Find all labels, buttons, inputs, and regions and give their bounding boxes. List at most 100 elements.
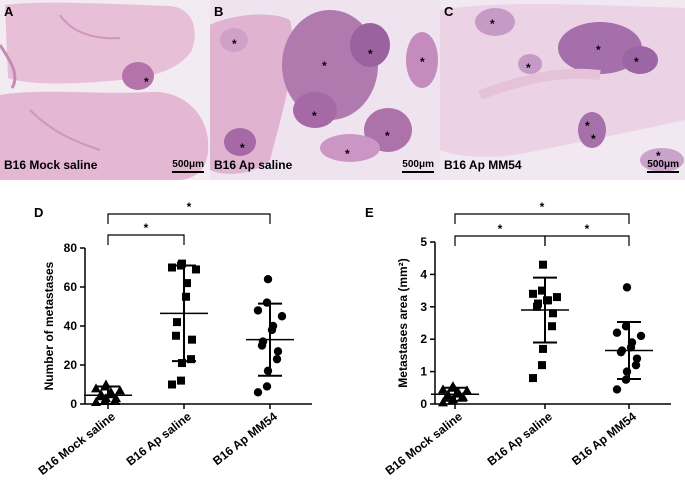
x-tick-label: B16 Ap MM54 — [569, 409, 639, 468]
data-point-square — [182, 292, 190, 301]
histology-panel-a: * A B16 Mock saline 500μm — [0, 0, 210, 180]
tumor-asterisk: * — [490, 17, 495, 31]
data-point-square — [539, 260, 547, 269]
panel-caption-a: B16 Mock saline — [4, 158, 98, 172]
significance-star: * — [540, 200, 545, 214]
data-point-square — [178, 259, 186, 268]
data-point-triangle — [448, 381, 458, 391]
tumor-asterisk: * — [345, 147, 350, 161]
data-point-square — [168, 380, 176, 389]
data-point-circle — [263, 275, 273, 284]
tumor-asterisk: * — [232, 37, 237, 51]
data-point-triangle — [438, 397, 448, 407]
data-point-square — [553, 293, 561, 302]
tumor-asterisk: * — [634, 55, 639, 69]
x-tick-label: B16 Mock saline — [383, 409, 465, 478]
scale-bar-b: 500μm — [402, 159, 434, 173]
tumor-asterisk: * — [368, 47, 373, 61]
data-point-circle — [612, 328, 622, 337]
y-tick-label: 0 — [70, 397, 77, 411]
data-point-triangle — [438, 384, 448, 394]
data-point-circle — [277, 312, 287, 321]
tumor-asterisk: * — [591, 132, 596, 146]
tumor-asterisk: * — [596, 43, 601, 57]
tumor-asterisk: * — [585, 119, 590, 133]
data-point-square — [544, 296, 552, 305]
y-tick-label: 20 — [64, 358, 78, 372]
y-tick-label: 80 — [64, 241, 78, 255]
data-point-triangle — [96, 389, 106, 399]
chart-e-svg: E 0 1 2 3 4 5 Metastases area (mm²) B16 Mock sal… — [365, 200, 671, 478]
data-point-circle — [253, 388, 263, 397]
data-point-square — [529, 289, 537, 298]
data-point-circle — [622, 283, 632, 292]
data-point-triangle — [458, 391, 468, 401]
data-point-square — [178, 359, 186, 368]
chart-letter: D — [34, 205, 43, 220]
panel-letter-a: A — [4, 4, 14, 19]
data-point-circle — [253, 306, 263, 315]
significance-bracket — [107, 234, 185, 245]
lung-tissue-image-c: * * * * * * * — [440, 0, 685, 180]
y-axis-label: Number of metastases — [42, 261, 56, 390]
x-tick-label: B16 Ap saline — [124, 409, 195, 468]
tumor-nodule — [220, 28, 248, 52]
scale-bar-line-c — [647, 171, 679, 173]
y-tick-label: 4 — [420, 267, 427, 281]
lung-tissue-image-a: * — [0, 0, 210, 180]
histology-panel-b: * * * * * * * * B B16 Ap saline 500μm — [210, 0, 440, 180]
data-point-square — [177, 376, 185, 385]
data-point-square — [549, 309, 557, 318]
data-point-triangle — [91, 383, 101, 393]
data-point-circle — [636, 331, 646, 341]
lung-tissue-image-b: * * * * * * * * — [210, 0, 440, 180]
significance-star: * — [144, 221, 149, 235]
tumor-asterisk: * — [526, 61, 531, 75]
significance-bracket — [454, 235, 546, 246]
tumor-asterisk: * — [656, 149, 661, 163]
y-tick-label: 0 — [420, 397, 427, 411]
data-point-circle — [272, 354, 282, 364]
scale-bar-label-c: 500μm — [647, 159, 679, 170]
tumor-nodule — [518, 54, 542, 74]
chart-e: E 0 1 2 3 4 5 Metastases area (mm²) B16 Mock sal… — [345, 195, 685, 490]
y-tick-label: 40 — [64, 319, 78, 333]
data-point-square — [188, 335, 196, 344]
y-tick-label: 5 — [420, 235, 427, 249]
x-tick-label: B16 Ap saline — [485, 409, 556, 468]
significance-star: * — [498, 222, 503, 236]
data-point-square — [548, 322, 556, 331]
significance-bracket — [454, 213, 630, 224]
tumor-asterisk: * — [322, 59, 327, 73]
tumor-asterisk: * — [240, 141, 245, 155]
tumor-nodule — [578, 112, 606, 148]
x-tick-label: B16 Mock saline — [36, 409, 118, 478]
data-point-triangle — [111, 393, 121, 403]
significance-star: * — [585, 222, 590, 236]
scale-bar-line-b — [402, 171, 434, 173]
tumor-asterisk: * — [312, 109, 317, 123]
y-tick-label: 2 — [420, 332, 427, 346]
data-point-circle — [273, 347, 283, 356]
data-point-square — [173, 318, 181, 327]
data-point-square — [192, 265, 200, 274]
tumor-nodule — [622, 46, 658, 74]
tumor-nodule — [350, 23, 390, 67]
tumor-nodule — [640, 148, 684, 172]
tumor-asterisk: * — [420, 55, 425, 69]
data-point-square — [539, 344, 547, 353]
chart-d: D 0 20 40 60 80 Number of metastases B16 Mock s… — [0, 195, 340, 490]
tumor-asterisk: * — [385, 129, 390, 143]
data-point-square — [187, 355, 195, 364]
x-tick-label: B16 Ap MM54 — [210, 409, 280, 468]
scale-bar-c: 500μm — [647, 159, 679, 173]
tumor-nodule — [364, 108, 412, 152]
significance-star: * — [187, 200, 192, 214]
data-point-square — [538, 286, 546, 295]
significance-bracket — [544, 235, 630, 246]
y-axis-label: Metastases area (mm²) — [396, 258, 410, 387]
tumor-asterisk: * — [144, 75, 149, 89]
scale-bar-label-b: 500μm — [402, 159, 434, 170]
panel-caption-b: B16 Ap saline — [214, 158, 293, 172]
data-point-square — [529, 374, 537, 383]
